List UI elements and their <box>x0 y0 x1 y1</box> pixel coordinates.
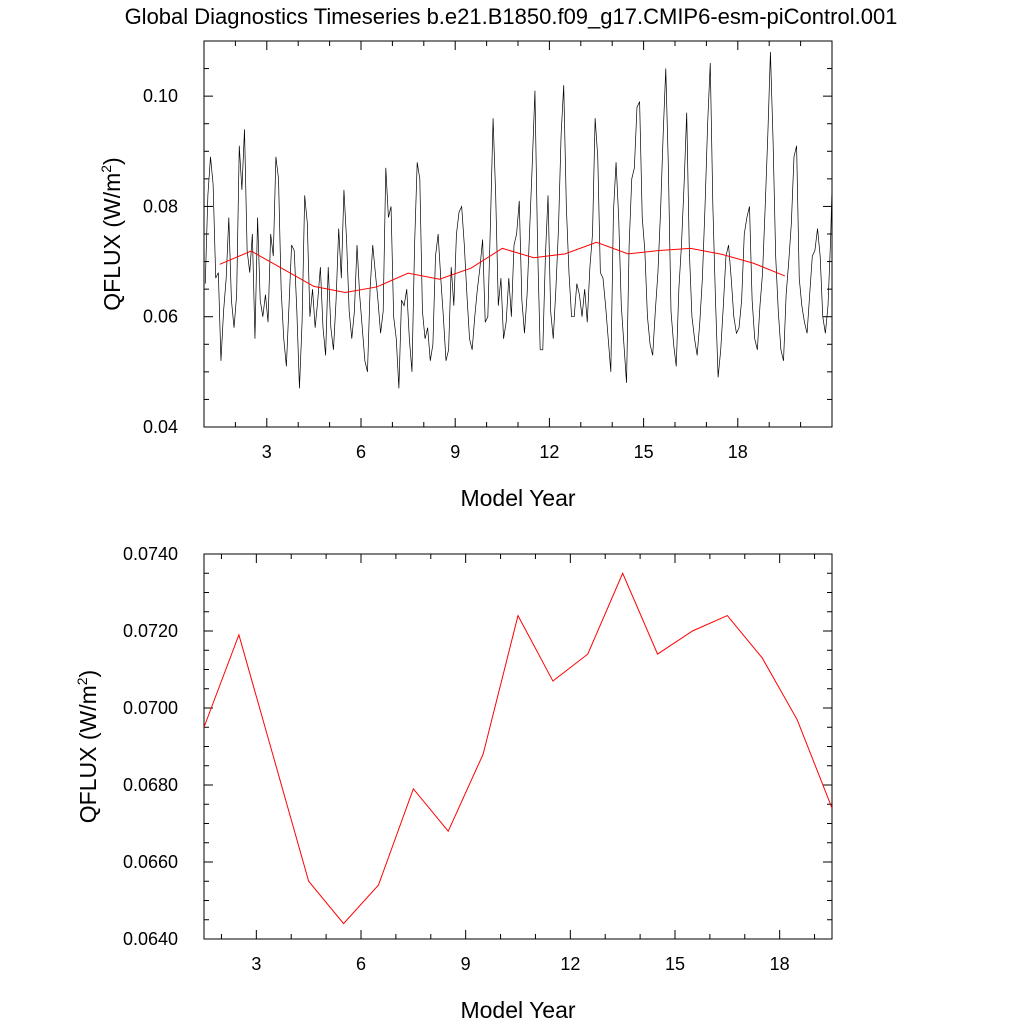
chart-bottom: 3 6 9 12 15 18 0.0640 0.0660 0.0680 0.0700 0.0720 0… <box>74 544 833 1023</box>
top-y-axis-title-close: ) <box>99 157 125 165</box>
top-x-tick-label: 6 <box>356 442 366 462</box>
top-y-tick-label: 0.08 <box>143 196 178 216</box>
bottom-x-tick-label: 18 <box>770 954 790 974</box>
bottom-x-tick-label: 3 <box>251 954 261 974</box>
bottom-plot-frame <box>203 553 833 940</box>
top-y-axis-title-sup: 2 <box>98 165 114 173</box>
chart-top: 3 6 9 12 15 18 0.04 0.06 0.08 0.10 Model Year QFLUX… <box>98 40 833 511</box>
top-x-tick-label: 3 <box>262 442 272 462</box>
top-y-axis-title: QFLUX (W/m2) <box>98 157 125 310</box>
top-plot-frame <box>203 40 833 428</box>
top-monthly-series-line <box>204 52 832 389</box>
bottom-y-tick-label: 0.0660 <box>123 852 178 872</box>
top-annual-series-line <box>219 241 786 293</box>
bottom-y-tick-label: 0.0680 <box>123 775 178 795</box>
bottom-x-tick-label: 9 <box>461 954 471 974</box>
main-title: Global Diagnostics Timeseries b.e21.B185… <box>125 4 898 29</box>
bottom-x-tick-label: 15 <box>665 954 685 974</box>
bottom-y-axis-title-sup: 2 <box>74 677 90 685</box>
bottom-y-tick-label: 0.0640 <box>123 929 178 949</box>
top-y-tick-label: 0.06 <box>143 307 178 327</box>
bottom-y-axis-title-main: QFLUX (W/m <box>75 685 101 823</box>
top-y-tick-label: 0.10 <box>143 86 178 106</box>
bottom-x-tick-label: 12 <box>560 954 580 974</box>
bottom-y-tick-label: 0.0720 <box>123 621 178 641</box>
bottom-y-tick-label: 0.0740 <box>123 544 178 564</box>
top-x-tick-label: 9 <box>450 442 460 462</box>
bottom-y-axis-title: QFLUX (W/m2) <box>74 670 101 823</box>
top-y-tick-label: 0.04 <box>143 417 178 437</box>
bottom-y-tick-label: 0.0700 <box>123 698 178 718</box>
bottom-annual-series-line <box>204 571 832 925</box>
top-y-axis-title-main: QFLUX (W/m <box>99 173 125 311</box>
bottom-y-axis-title-close: ) <box>75 670 101 678</box>
top-x-tick-label: 18 <box>728 442 748 462</box>
top-x-tick-label: 12 <box>539 442 559 462</box>
bottom-x-axis-title: Model Year <box>460 997 575 1023</box>
bottom-x-tick-label: 6 <box>356 954 366 974</box>
top-x-tick-label: 15 <box>634 442 654 462</box>
top-x-axis-title: Model Year <box>460 485 575 511</box>
